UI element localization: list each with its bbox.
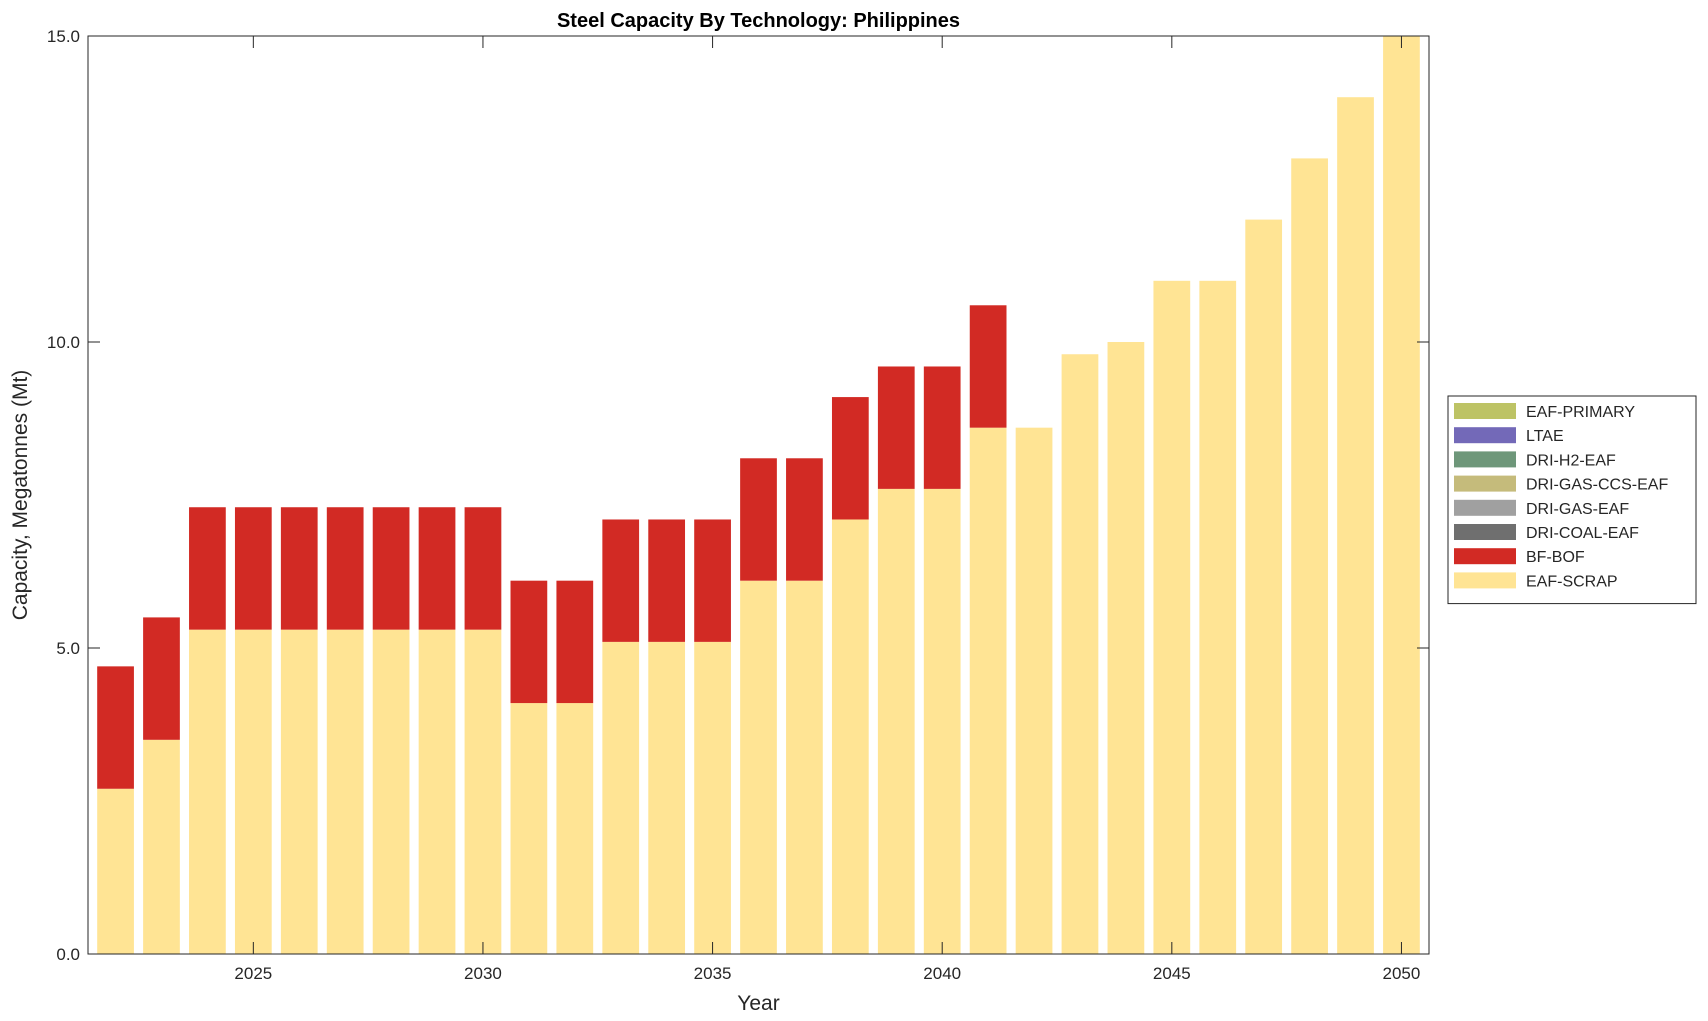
plot-frame [87, 35, 1430, 955]
bar-bf-bof-2022 [97, 666, 134, 789]
bar-eaf-scrap-2043 [1061, 354, 1099, 954]
bar-eaf-scrap-2044 [1107, 342, 1145, 954]
legend-label-bf-bof: BF-BOF [1526, 549, 1585, 566]
bar-bf-bof-2034 [648, 519, 686, 642]
x-axis-label: Year [737, 992, 779, 1015]
legend-label-dri-gas-ccs-eaf: DRI-GAS-CCS-EAF [1526, 477, 1668, 494]
legend-swatch-dri-coal-eaf [1454, 524, 1516, 540]
bar-eaf-scrap-2041 [969, 427, 1007, 954]
bar-eaf-scrap-2022 [97, 788, 134, 954]
bar-bf-bof-2040 [923, 366, 961, 489]
bar-eaf-scrap-2038 [831, 519, 869, 954]
legend-swatch-dri-gas-ccs-eaf [1454, 475, 1516, 492]
y-tick-label: 10.0 [47, 333, 80, 352]
bar-bf-bof-2027 [326, 507, 364, 630]
legend-swatch-bf-bof [1454, 548, 1516, 565]
bar-bf-bof-2030 [464, 507, 502, 630]
y-tick-label: 0.0 [56, 945, 80, 964]
bar-eaf-scrap-2030 [464, 629, 502, 954]
bar-eaf-scrap-2025 [234, 629, 272, 954]
bar-eaf-scrap-2050 [1383, 36, 1420, 954]
bar-bf-bof-2025 [234, 507, 272, 630]
x-tick-label: 2025 [234, 964, 272, 983]
bar-eaf-scrap-2047 [1245, 219, 1283, 955]
bar-bf-bof-2026 [280, 507, 318, 630]
legend-label-eaf-scrap: EAF-SCRAP [1526, 573, 1618, 590]
x-tick-label: 2035 [694, 964, 732, 983]
legend-label-dri-coal-eaf: DRI-COAL-EAF [1526, 525, 1639, 542]
bar-eaf-scrap-2036 [740, 580, 777, 954]
bar-eaf-scrap-2042 [1015, 427, 1053, 954]
y-axis-label: Capacity, Megatonnes (Mt) [9, 370, 32, 621]
bar-eaf-scrap-2048 [1291, 158, 1328, 954]
bar-eaf-scrap-2045 [1153, 280, 1191, 954]
legend-swatch-dri-h2-eaf [1454, 451, 1516, 468]
bar-eaf-scrap-2031 [510, 703, 548, 954]
bar-bf-bof-2037 [786, 458, 823, 581]
y-tick-label: 5.0 [56, 639, 80, 658]
x-tick-label: 2040 [923, 964, 961, 983]
bar-eaf-scrap-2039 [877, 488, 915, 954]
legend-swatch-dri-gas-eaf [1454, 499, 1516, 516]
bar-eaf-scrap-2024 [189, 629, 226, 954]
legend-label-dri-gas-eaf: DRI-GAS-EAF [1526, 501, 1629, 518]
bar-eaf-scrap-2026 [280, 629, 318, 954]
bar-bf-bof-2024 [189, 507, 226, 630]
legend-label-ltae: LTAE [1526, 428, 1564, 445]
x-axis: 2025 2030 2035 2040 2045 2050 [234, 36, 1420, 983]
chart-title: Steel Capacity By Technology: Philippine… [557, 10, 960, 32]
bar-bf-bof-2029 [418, 507, 456, 630]
legend-swatch-ltae [1454, 427, 1516, 444]
legend-swatch-eaf-primary [1454, 403, 1516, 419]
y-tick-label: 15.0 [47, 27, 80, 46]
bar-eaf-scrap-2032 [556, 703, 594, 954]
bar-eaf-scrap-2029 [418, 629, 456, 954]
bar-eaf-scrap-2040 [923, 488, 961, 954]
bar-bf-bof-2023 [143, 617, 180, 740]
legend: EAF-PRIMARY LTAE DRI-H2-EAF DRI-GAS-CCS-EAF… [1447, 395, 1697, 605]
y-axis: 0.0 5.0 10.0 15.0 [47, 27, 1429, 964]
bar-bf-bof-2038 [831, 397, 869, 520]
bar-eaf-scrap-2034 [648, 641, 686, 954]
bar-eaf-scrap-2023 [143, 739, 180, 954]
bar-bf-bof-2032 [556, 580, 594, 704]
x-tick-label: 2030 [464, 964, 502, 983]
bars-group [97, 36, 1420, 955]
bar-eaf-scrap-2046 [1199, 280, 1237, 954]
bar-bf-bof-2036 [740, 458, 777, 581]
bar-bf-bof-2031 [510, 580, 548, 704]
legend-label-eaf-primary: EAF-PRIMARY [1526, 404, 1635, 421]
bar-bf-bof-2028 [372, 507, 410, 630]
x-tick-label: 2045 [1153, 964, 1191, 983]
legend-swatch-eaf-scrap [1454, 572, 1516, 589]
bar-eaf-scrap-2027 [326, 629, 364, 954]
bar-eaf-scrap-2035 [694, 641, 731, 954]
bar-eaf-scrap-2037 [786, 580, 823, 954]
x-tick-label: 2050 [1383, 964, 1421, 983]
bar-bf-bof-2035 [694, 519, 731, 642]
bar-bf-bof-2039 [877, 366, 915, 489]
bar-eaf-scrap-2033 [602, 641, 640, 954]
bar-bf-bof-2033 [602, 519, 640, 642]
legend-label-dri-h2-eaf: DRI-H2-EAF [1526, 452, 1616, 469]
bar-eaf-scrap-2049 [1337, 97, 1374, 954]
bar-bf-bof-2041 [969, 305, 1007, 428]
bar-eaf-scrap-2028 [372, 629, 410, 954]
